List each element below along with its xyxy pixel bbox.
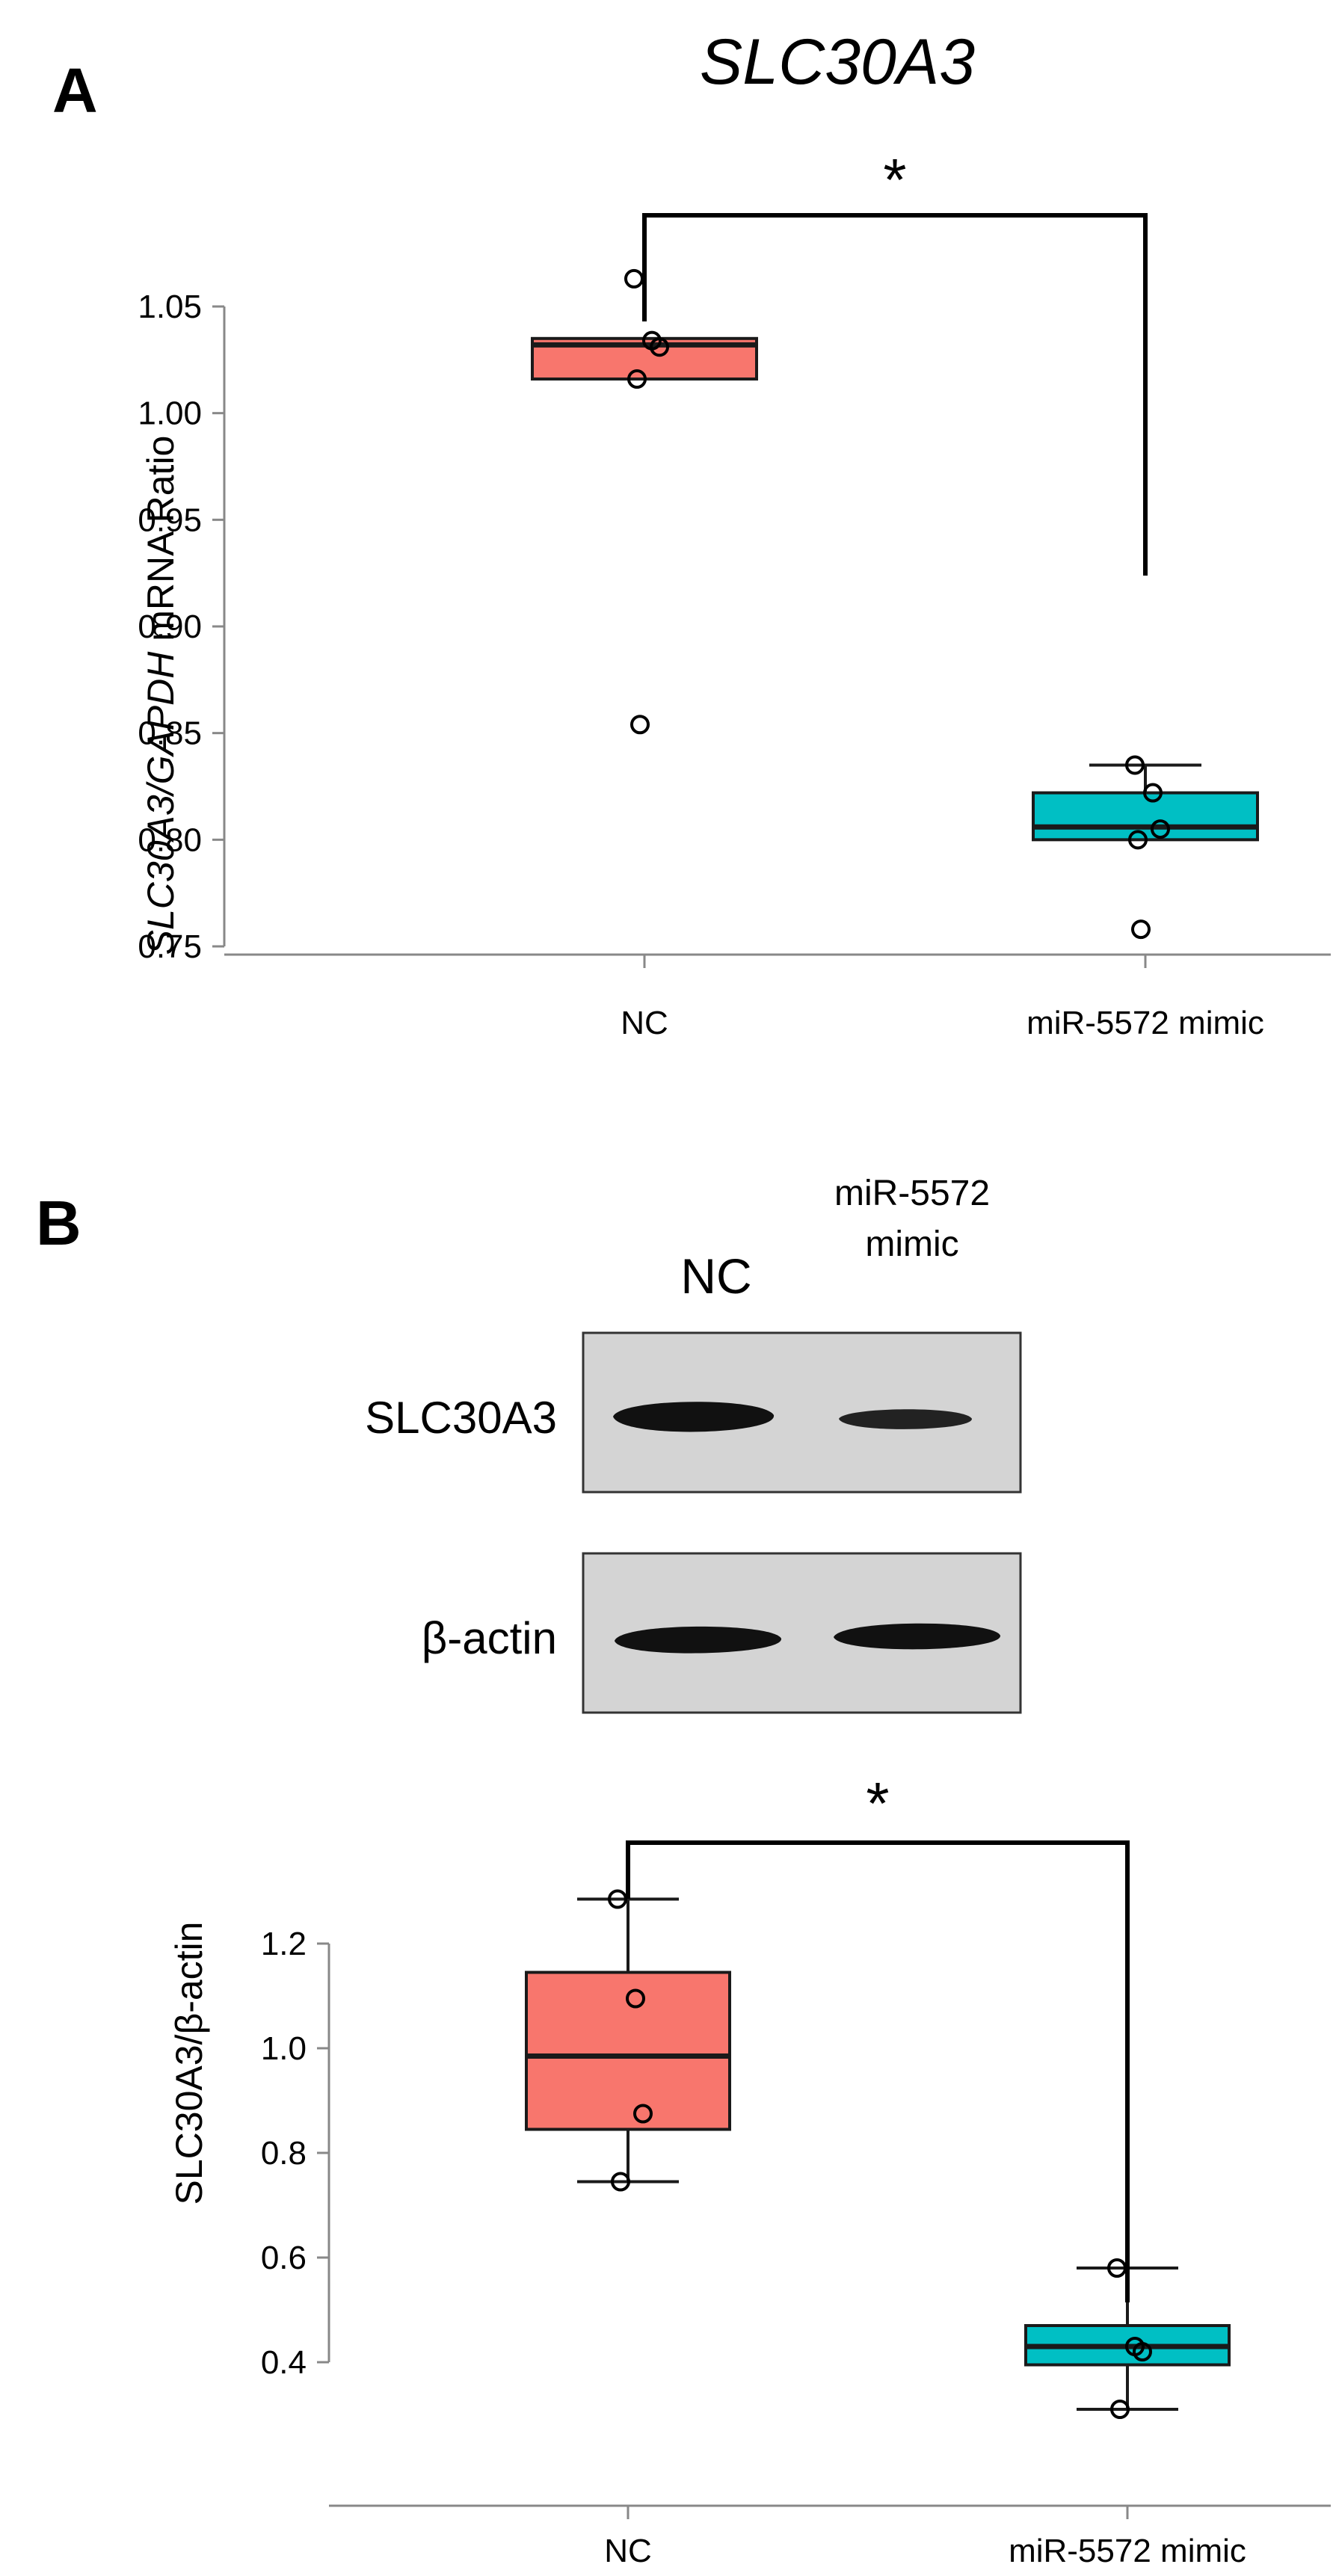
blot-band-slc30a3-mimic [839, 1409, 972, 1429]
data-point [624, 268, 644, 289]
chart-b-y-ticks: 0.4 0.6 0.8 1.0 1.2 [261, 1926, 329, 2381]
chart-a-y-label: SLC30A3/GAPDH mRNA Ratio [140, 436, 182, 955]
chart-a: 0.75 0.80 0.85 0.90 0.95 1.00 1.05 NC miR-5572 … [138, 147, 1331, 1041]
chart-a-y-label-plain: mRNA Ratio [140, 436, 182, 652]
chart-a-y-ticks: 0.75 0.80 0.85 0.90 0.95 1.00 1.05 [138, 289, 224, 965]
chart-a-x-categories: NC miR-5572 mimic [621, 955, 1264, 1041]
blot-row-beta-actin-label: β-actin [422, 1613, 557, 1663]
chart-b-points [608, 1889, 1152, 2419]
chart-a-y-label-italic: SLC30A3/GAPDH [140, 651, 182, 955]
y-tick-label: 0.6 [261, 2240, 307, 2276]
chart-a-points [624, 268, 1170, 940]
chart-a-significance-star: * [883, 147, 906, 213]
box-iqr [1032, 791, 1259, 842]
y-tick-label: 0.8 [261, 2135, 307, 2172]
chart-b-significance-bracket [626, 1840, 1130, 2302]
box-nc [525, 1897, 731, 2184]
y-tick-label: 0.4 [261, 2344, 307, 2381]
y-tick-label: 0.95 [138, 502, 202, 538]
chart-b-x-categories: NC miR-5572 mimic [604, 2506, 1246, 2569]
panel-a-title: SLC30A3 [700, 26, 975, 98]
data-point [626, 1988, 645, 2009]
panel-a-letter: A [52, 55, 98, 126]
box-mimic [1032, 763, 1259, 842]
blot-band-beta-actin-mimic [834, 1623, 1001, 1650]
chart-b-significance-star: * [866, 1770, 889, 1837]
x-category-label: NC [621, 1005, 668, 1041]
blot-lane-mimic-line1: miR-5572 [834, 1174, 990, 1213]
chart-b-y-label: SLC30A3/β-actin [168, 1922, 210, 2205]
blot-lane-nc: NC [680, 1248, 751, 1304]
y-tick-label: 1.0 [261, 2030, 307, 2067]
data-point [1143, 783, 1163, 803]
x-category-label: miR-5572 mimic [1009, 2533, 1246, 2569]
chart-b-boxes [525, 1897, 1231, 2411]
y-tick-label: 0.75 [138, 928, 202, 965]
blot-band-slc30a3-nc [613, 1402, 775, 1432]
y-tick-label: 1.2 [261, 1926, 307, 1962]
data-point [1133, 2342, 1152, 2361]
y-tick-label: 0.85 [138, 715, 202, 752]
panel-b-letter: B [36, 1188, 81, 1258]
data-point [611, 2172, 630, 2192]
data-point [633, 2104, 653, 2124]
data-point [1125, 755, 1145, 775]
x-category-label: NC [604, 2533, 652, 2569]
y-tick-label: 1.05 [138, 289, 202, 325]
y-tick-label: 1.00 [138, 395, 202, 432]
data-point [608, 1889, 627, 1909]
data-point [1151, 819, 1170, 839]
data-point [630, 715, 650, 735]
y-tick-label: 0.90 [138, 608, 202, 645]
data-point [627, 369, 647, 389]
y-tick-label: 0.80 [138, 822, 202, 858]
blot-band-beta-actin-nc [615, 1626, 782, 1654]
x-category-label: miR-5572 mimic [1026, 1005, 1264, 1041]
data-point [650, 337, 669, 357]
blot-row-slc30a3-label: SLC30A3 [365, 1393, 557, 1443]
western-blot: NC miR-5572 mimic SLC30A3 β-actin [365, 1174, 1022, 1714]
chart-a-significance-bracket [642, 213, 1148, 576]
data-point [1131, 919, 1151, 940]
chart-b: 0.4 0.6 0.8 1.0 1.2 NC miR-5572 mimic * SLC30… [168, 1770, 1331, 2569]
blot-lane-mimic-line2: mimic [865, 1224, 958, 1264]
data-point [1128, 830, 1148, 850]
chart-a-boxes [531, 336, 1259, 842]
data-point [1110, 2400, 1130, 2419]
